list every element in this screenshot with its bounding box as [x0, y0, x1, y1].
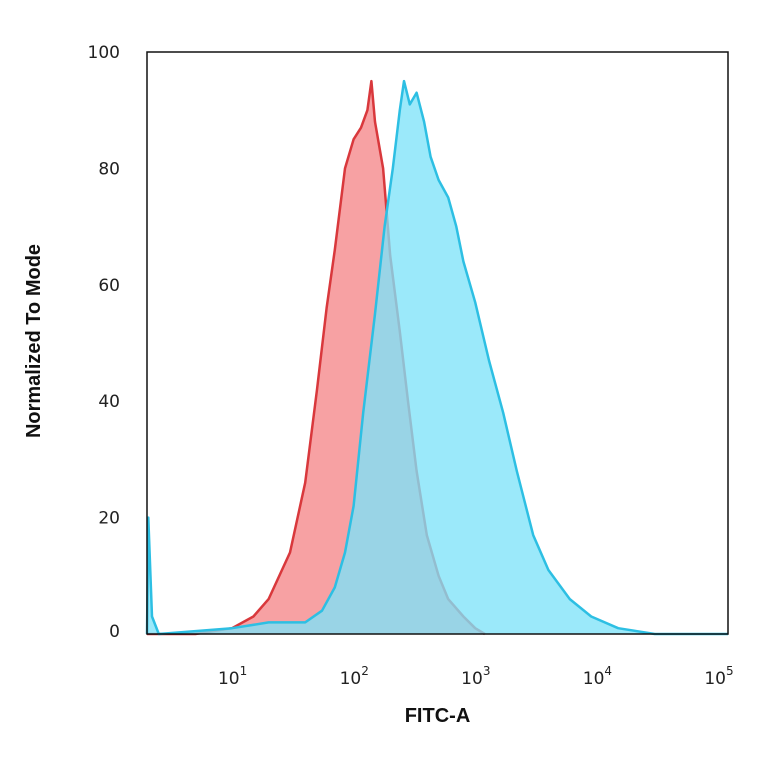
- y-tick-label: 40: [98, 392, 120, 412]
- x-tick-label: 105: [704, 664, 733, 689]
- plot-area: [145, 79, 728, 636]
- y-tick-label: 80: [98, 159, 120, 179]
- x-tick-label: 101: [218, 664, 247, 689]
- x-axis-title: FITC-A: [405, 705, 471, 727]
- y-tick-label: 100: [88, 43, 120, 63]
- plot-frame: [146, 51, 729, 635]
- x-tick-label: 104: [583, 664, 612, 689]
- y-tick-label: 0: [109, 622, 120, 642]
- x-tick-label: 102: [340, 664, 369, 689]
- y-axis-title: Normalized To Mode: [23, 244, 45, 438]
- x-tick-label: 103: [461, 664, 490, 689]
- y-tick-label: 60: [98, 276, 120, 296]
- y-tick-label: 20: [98, 509, 120, 529]
- series-2-area: [147, 81, 728, 635]
- series-2-line: [145, 79, 728, 636]
- axis-ticks: 0 20 40 60 80 100 101 102 103 104 105: [88, 43, 734, 689]
